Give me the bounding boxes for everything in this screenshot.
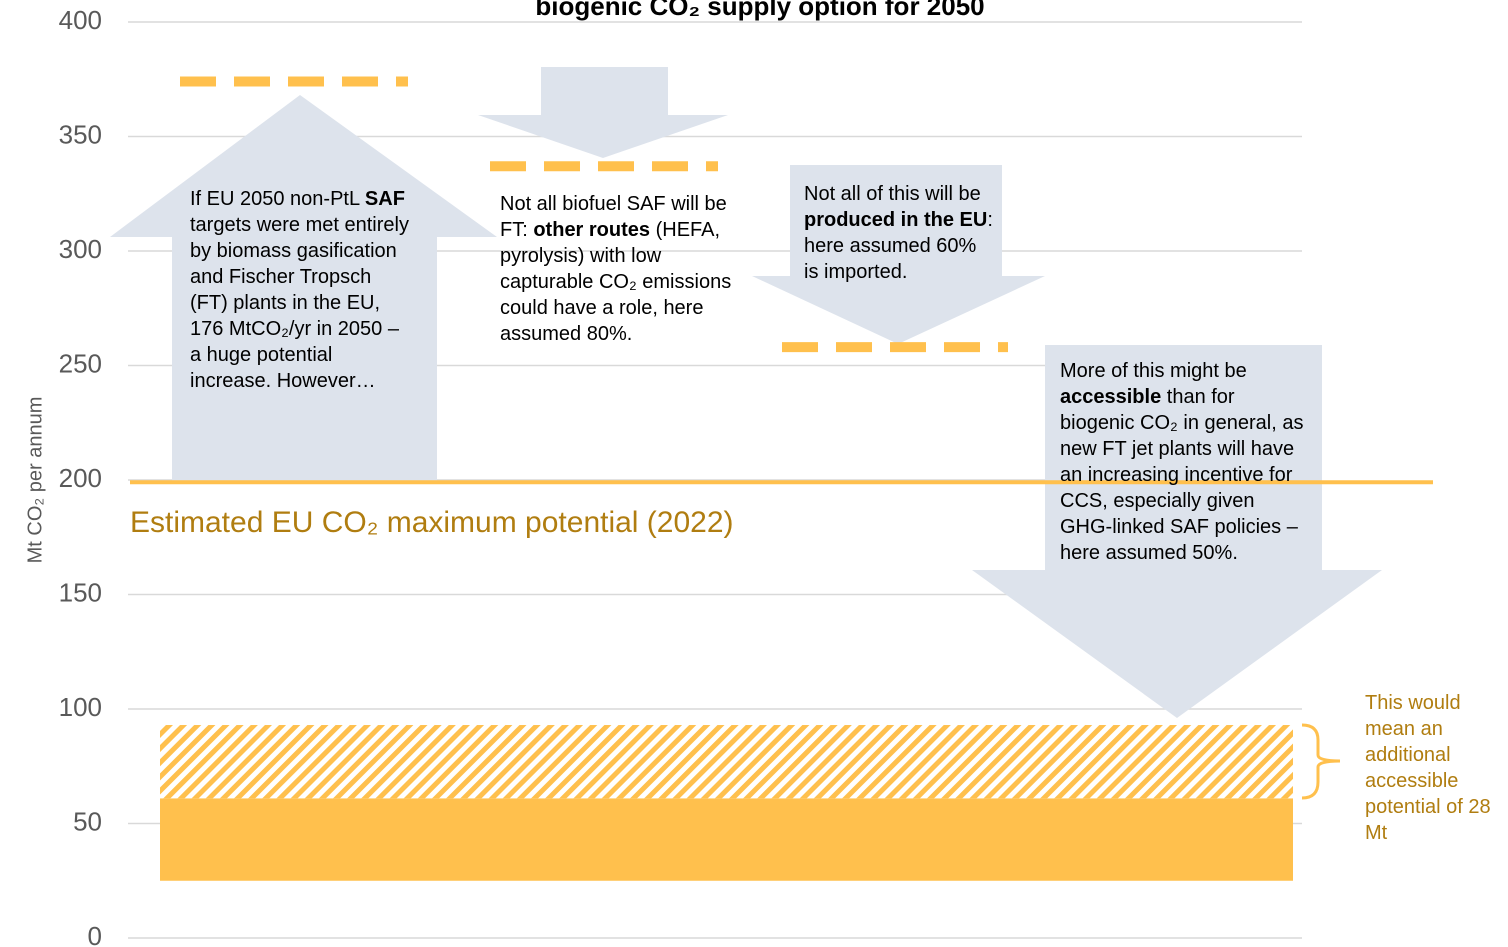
bar-segment (160, 725, 1293, 799)
arrow-down (478, 67, 728, 158)
annotation-text: produced in the EU (804, 209, 988, 231)
bracket-label: This would mean an additional accessible… (1365, 692, 1491, 844)
y-tick-label: 300 (59, 234, 102, 264)
y-tick-label: 0 (88, 921, 102, 947)
annotation-text: (HEFA, pyrolysis) with low capturable CO… (500, 219, 732, 345)
y-tick-label: 100 (59, 692, 102, 722)
y-tick-label: 150 (59, 577, 102, 607)
bracket (1301, 723, 1341, 800)
y-tick-label: 350 (59, 119, 102, 149)
annotation: Not all biofuel SAF will be FT: other ro… (500, 191, 740, 347)
y-tick-label: 200 (59, 463, 102, 493)
y-tick-label: 50 (73, 806, 102, 836)
annotation-text: other routes (533, 219, 651, 241)
annotation-text: accessible (1060, 386, 1162, 408)
y-tick-label: 400 (59, 5, 102, 35)
annotation-text: than for biogenic CO₂ in general, as new… (1060, 386, 1304, 564)
arrow-down (752, 165, 1045, 344)
annotation-text: Not all biofuel SAF will be FT: (500, 193, 727, 241)
annotation-text: SAF (364, 188, 405, 210)
arrow-down (972, 345, 1382, 718)
arrow-up (110, 95, 497, 482)
annotation: More of this might be accessible than fo… (1060, 358, 1310, 566)
annotation-text: If EU 2050 non-PtL (190, 188, 365, 210)
annotation: If EU 2050 non-PtL SAF targets were met … (190, 186, 410, 394)
y-axis-label: Mt CO₂ per annum (24, 397, 46, 564)
chart-title: biogenic CO₂ supply option for 2050 (535, 0, 984, 21)
arrows (110, 67, 1382, 718)
max-line-label: Estimated EU CO₂ maximum potential (2022… (130, 506, 734, 539)
annotation: Not all of this will be produced in the … (804, 181, 994, 285)
annotation-text: : here assumed 60% is imported. (804, 209, 993, 283)
annotation-text: More of this might be (1060, 360, 1247, 382)
annotation-text: Not all of this will be (804, 183, 981, 205)
bar-segment (160, 798, 1293, 881)
y-tick-label: 250 (59, 348, 102, 378)
annotation-text: targets were met entirely by biomass gas… (190, 214, 409, 392)
